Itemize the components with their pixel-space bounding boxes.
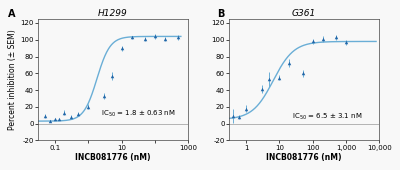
Title: H1299: H1299	[98, 9, 128, 18]
Text: IC$_{50}$ = 6.5 ± 3.1 nM: IC$_{50}$ = 6.5 ± 3.1 nM	[292, 112, 362, 122]
Text: A: A	[8, 9, 15, 19]
X-axis label: INCB081776 (nM): INCB081776 (nM)	[75, 153, 151, 162]
Y-axis label: Percent inhibition (± SEM): Percent inhibition (± SEM)	[8, 29, 17, 130]
X-axis label: INCB081776 (nM): INCB081776 (nM)	[266, 153, 342, 162]
Text: B: B	[217, 9, 224, 19]
Title: G361: G361	[292, 9, 316, 18]
Text: IC$_{50}$ = 1.8 ± 0.63 nM: IC$_{50}$ = 1.8 ± 0.63 nM	[101, 108, 176, 118]
